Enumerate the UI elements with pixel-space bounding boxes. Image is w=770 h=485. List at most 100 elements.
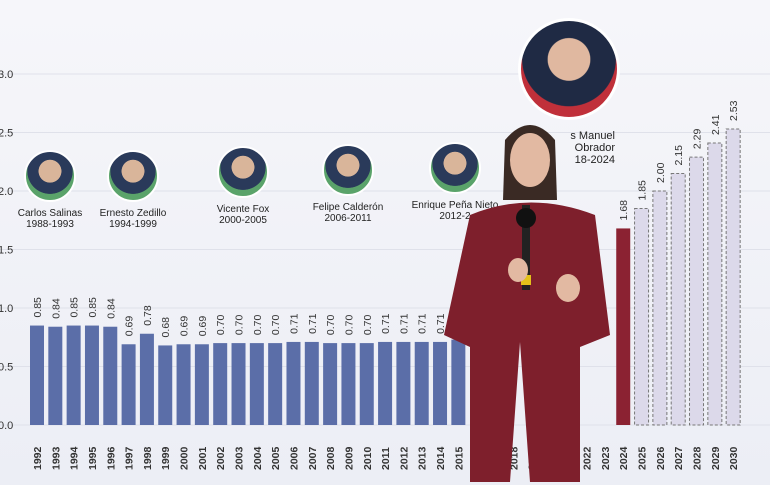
data-label: 0.70 (325, 315, 337, 336)
president-term: 2000-2005 (219, 215, 267, 226)
portrait (24, 150, 76, 202)
x-tick-label: 2002 (215, 446, 227, 470)
bar-1996 (103, 326, 118, 425)
data-label: 0.84 (50, 298, 62, 319)
x-tick-label: 2003 (234, 446, 246, 470)
x-tick-label: 2025 (637, 446, 649, 470)
x-tick-label: 2005 (270, 446, 282, 470)
data-label: 0.85 (32, 297, 44, 318)
x-tick-label: 1992 (32, 446, 44, 470)
data-label: 0.68 (160, 317, 172, 338)
y-tick-label: 0.5 (0, 362, 13, 374)
data-label: 1.85 (637, 180, 649, 201)
bar-2007 (304, 341, 319, 425)
president-term: 2012-2 (439, 211, 471, 222)
president-name: Carlos Salinas (17, 208, 83, 219)
data-label: 0.70 (252, 315, 264, 336)
x-tick-label: 2009 (343, 446, 355, 470)
bar-2027 (670, 172, 686, 426)
x-tick-label: 1994 (69, 446, 81, 470)
bar-2030 (725, 128, 741, 426)
x-tick-label: 2014 (435, 446, 447, 470)
y-tick-label: 3.0 (0, 69, 13, 81)
data-label: 2.53 (728, 100, 740, 121)
y-tick-label: 1.0 (0, 303, 13, 315)
bar-1995 (84, 325, 99, 425)
bar-2009 (341, 343, 356, 425)
portrait (217, 146, 269, 198)
x-tick-label: 2008 (325, 446, 337, 470)
x-tick-label: 2001 (197, 446, 209, 470)
bar-1994 (66, 325, 81, 425)
bar-2001 (194, 344, 209, 425)
x-tick-label: 2006 (288, 446, 300, 470)
bar-1992 (30, 325, 44, 425)
president-lopez-obrador: s Manuel Obrador 18-2024 (555, 130, 615, 166)
data-label: 0.78 (142, 305, 154, 326)
y-tick-label: 0.0 (0, 420, 13, 432)
data-label: 0.70 (215, 315, 227, 336)
y-tick-label: 2.5 (0, 128, 13, 140)
bar-2013 (414, 341, 429, 425)
x-tick-label: 2010 (362, 446, 374, 470)
president-term: 1988-1993 (26, 219, 74, 230)
data-label: 0.73 (453, 311, 465, 332)
x-tick-label: 2000 (179, 446, 191, 470)
data-label: 2.00 (655, 162, 667, 183)
x-tick-label: 2030 (728, 446, 740, 470)
bar-2002 (213, 343, 228, 425)
x-tick-label: 2021 (563, 446, 575, 470)
x-tick-label: 2022 (582, 446, 594, 470)
x-tick-label: 2013 (417, 446, 429, 470)
data-label: 0.70 (362, 315, 374, 336)
president-fox: Vicente Fox 2000-2005 (198, 146, 288, 226)
x-tick-label: 2019 (527, 446, 539, 470)
president-pena-nieto: Enrique Peña Nieto 2012-2 (410, 142, 500, 222)
portrait-lopez-obrador (518, 18, 620, 120)
data-label: 0.71 (398, 313, 410, 334)
x-tick-label: 2012 (398, 446, 410, 470)
x-tick-label: 1995 (87, 446, 99, 470)
bar-1997 (121, 344, 136, 425)
x-tick-label: 2023 (600, 446, 612, 470)
data-label: 0.71 (417, 313, 429, 334)
x-tick-label: 1993 (50, 446, 62, 470)
president-term: 2006-2011 (324, 213, 372, 224)
bar-2003 (231, 343, 246, 425)
bar-2008 (323, 343, 338, 425)
x-tick-label: 2020 (545, 446, 557, 470)
y-tick-label: 1.5 (0, 245, 13, 257)
data-label: 2.41 (710, 114, 722, 135)
data-label: 0.85 (69, 297, 81, 318)
x-tick-label: 2028 (692, 446, 704, 470)
data-label: 0.71 (307, 313, 319, 334)
president-calderon: Felipe Calderón 2006-2011 (303, 144, 393, 224)
x-tick-label: 1999 (160, 446, 172, 470)
data-label: 0.70 (270, 315, 282, 336)
data-label: 2.15 (673, 145, 685, 166)
x-tick-label: 2011 (380, 447, 392, 470)
x-tick-label: 2024 (618, 446, 630, 470)
president-name: Enrique Peña Nieto (411, 200, 499, 211)
x-tick-label: 2015 (453, 446, 465, 470)
data-label: 2.29 (692, 128, 704, 149)
x-tick-label: 2018 (508, 446, 520, 470)
portrait (107, 150, 159, 202)
data-label: 0.69 (124, 316, 136, 337)
data-label: 0.71 (288, 313, 300, 334)
data-label: 0.85 (87, 297, 99, 318)
bar-2029 (707, 142, 723, 426)
bar-2028 (689, 156, 705, 426)
x-tick-label: 2026 (655, 446, 667, 470)
bar-1999 (158, 345, 173, 425)
bar-2010 (359, 343, 374, 425)
data-label: 0.70 (234, 315, 246, 336)
president-salinas: Carlos Salinas 1988-1993 (5, 150, 95, 230)
x-tick-label: 2027 (673, 446, 685, 470)
bar-2000 (176, 344, 191, 425)
data-label: 0.69 (179, 316, 191, 337)
bar-2012 (396, 341, 411, 425)
president-name: Vicente Fox (216, 204, 270, 215)
bar-1993 (48, 326, 63, 425)
